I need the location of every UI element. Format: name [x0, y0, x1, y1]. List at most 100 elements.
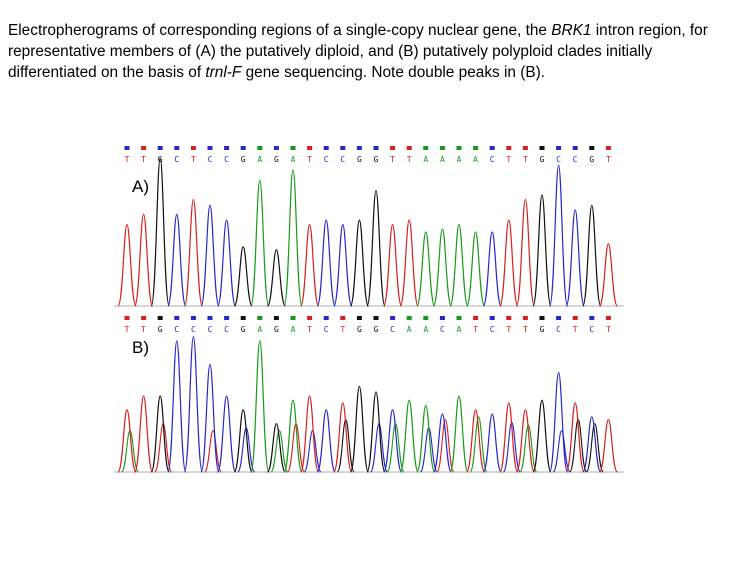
panel-b-quality-marker [406, 316, 412, 320]
panel-a-quality-marker [141, 146, 147, 150]
panel-b-peak [399, 399, 419, 473]
panel-b-quality-marker [390, 316, 396, 320]
panel-a-quality-marker [522, 146, 528, 150]
panel-b-base-call: G [357, 325, 362, 334]
panel-a-base-call: C [556, 155, 561, 164]
panel-a-base-call: G [357, 155, 362, 164]
panel-a-base-call: G [374, 155, 379, 164]
panel-a-base-call: G [540, 155, 545, 164]
panel-a-base-call: G [589, 155, 594, 164]
panel-a-peak [200, 204, 220, 307]
panel-a-quality-marker [273, 146, 279, 150]
panel-b-quality-marker [456, 316, 462, 320]
panel-b-base-call: T [573, 325, 578, 334]
panel-b-peak [432, 413, 452, 473]
panel-b-secondary-peak [270, 430, 289, 473]
panel-a-base-call: A [440, 155, 445, 164]
panel-b-quality-marker [323, 316, 329, 320]
panel-a-base-call: C [224, 155, 229, 164]
panel-b-peak [167, 340, 187, 473]
panel-b-base-call: C [224, 325, 229, 334]
panel-a-label: A) [132, 177, 149, 196]
panel-b-peak [466, 409, 486, 473]
panel-b-secondary-peak [303, 430, 322, 473]
panel-b-base-call: T [340, 325, 345, 334]
panel-b-base-call: T [606, 325, 611, 334]
panel-b-peak [183, 336, 203, 473]
panel-b-peak [549, 372, 569, 473]
caption-text-1: Electropherograms of corresponding regio… [8, 22, 552, 39]
panel-a-peak [217, 219, 237, 307]
panel-a-base-call: C [573, 155, 578, 164]
panel-a-quality-marker [124, 146, 130, 150]
panel-b-quality-marker [605, 316, 611, 320]
panel-a-peak [266, 249, 286, 307]
panel-b-peak [200, 363, 220, 473]
panel-a-base-call: A [257, 155, 262, 164]
panel-a-peak [499, 219, 519, 307]
panel-a-peak [515, 198, 535, 307]
panel-a-quality-marker [390, 146, 396, 150]
electropherogram-figure: A) B) T T G C T C C G A G A T C C G G T T A A A A C T T G C C G T T T G C… [100, 140, 640, 485]
panel-b-base-call: C [490, 325, 495, 334]
panel-b-peak [134, 395, 154, 473]
panel-a-base-call: T [141, 155, 146, 164]
panel-a-base-call: A [423, 155, 428, 164]
panel-b-quality-marker [522, 316, 528, 320]
panel-a-base-call: T [390, 155, 395, 164]
panel-b-quality-marker [489, 316, 495, 320]
panel-a-quality-marker [307, 146, 313, 150]
panel-b-peak [366, 391, 386, 473]
panel-b-secondary-peak [585, 423, 604, 473]
panel-b-quality-marker [240, 316, 246, 320]
panel-b-base-call: C [589, 325, 594, 334]
panel-b-peak [565, 402, 585, 473]
panel-b-peak [532, 399, 552, 473]
panel-b-secondary-peak [469, 416, 488, 473]
panel-b-base-call: G [374, 325, 379, 334]
panel-b-peak [250, 340, 270, 473]
panel-a-quality-marker [157, 146, 163, 150]
panel-b-label: B) [132, 338, 149, 357]
panel-b-quality-marker [207, 316, 213, 320]
panel-b-base-call: T [307, 325, 312, 334]
panel-a-peak [416, 231, 436, 307]
panel-b-base-call: A [291, 325, 296, 334]
panel-b-peak [598, 418, 618, 473]
panel-b-quality-marker [356, 316, 362, 320]
panel-b-secondary-peak [386, 423, 405, 473]
panel-a-peak [316, 219, 336, 307]
panel-a-peak [466, 231, 486, 307]
panel-b-base-call: A [257, 325, 262, 334]
panel-a-quality-marker [556, 146, 562, 150]
panel-b-quality-marker [290, 316, 296, 320]
panel-b-peak [499, 402, 519, 473]
panel-a-peak [366, 189, 386, 307]
panel-b-base-call: T [125, 325, 130, 334]
panel-a-peak [432, 228, 452, 307]
panel-b-peak [449, 395, 469, 473]
panel-b-peak [283, 399, 303, 473]
panel-a-peak [449, 223, 469, 307]
panel-a-quality-marker [207, 146, 213, 150]
panel-a-peak [233, 246, 253, 307]
panel-b-peak [383, 409, 403, 473]
panel-a-base-call: T [307, 155, 312, 164]
panel-a-peak [349, 219, 369, 307]
panel-b-base-call: G [274, 325, 279, 334]
panel-a-base-call: A [291, 155, 296, 164]
panel-a-quality-marker [356, 146, 362, 150]
panel-b-peak [349, 385, 369, 473]
panel-b-base-call: G [540, 325, 545, 334]
panel-b-peak [316, 409, 336, 473]
panel-b-base-call: G [158, 325, 163, 334]
figure-caption: Electropherograms of corresponding regio… [8, 20, 743, 83]
panel-b-quality-marker [423, 316, 429, 320]
panel-b-quality-marker [157, 316, 163, 320]
panel-a-quality-marker [572, 146, 578, 150]
panel-b-base-call: C [208, 325, 213, 334]
panel-a-peak [333, 223, 353, 307]
panel-b-quality-marker [539, 316, 545, 320]
panel-b-base-call: C [556, 325, 561, 334]
panel-b-base-call: T [473, 325, 478, 334]
